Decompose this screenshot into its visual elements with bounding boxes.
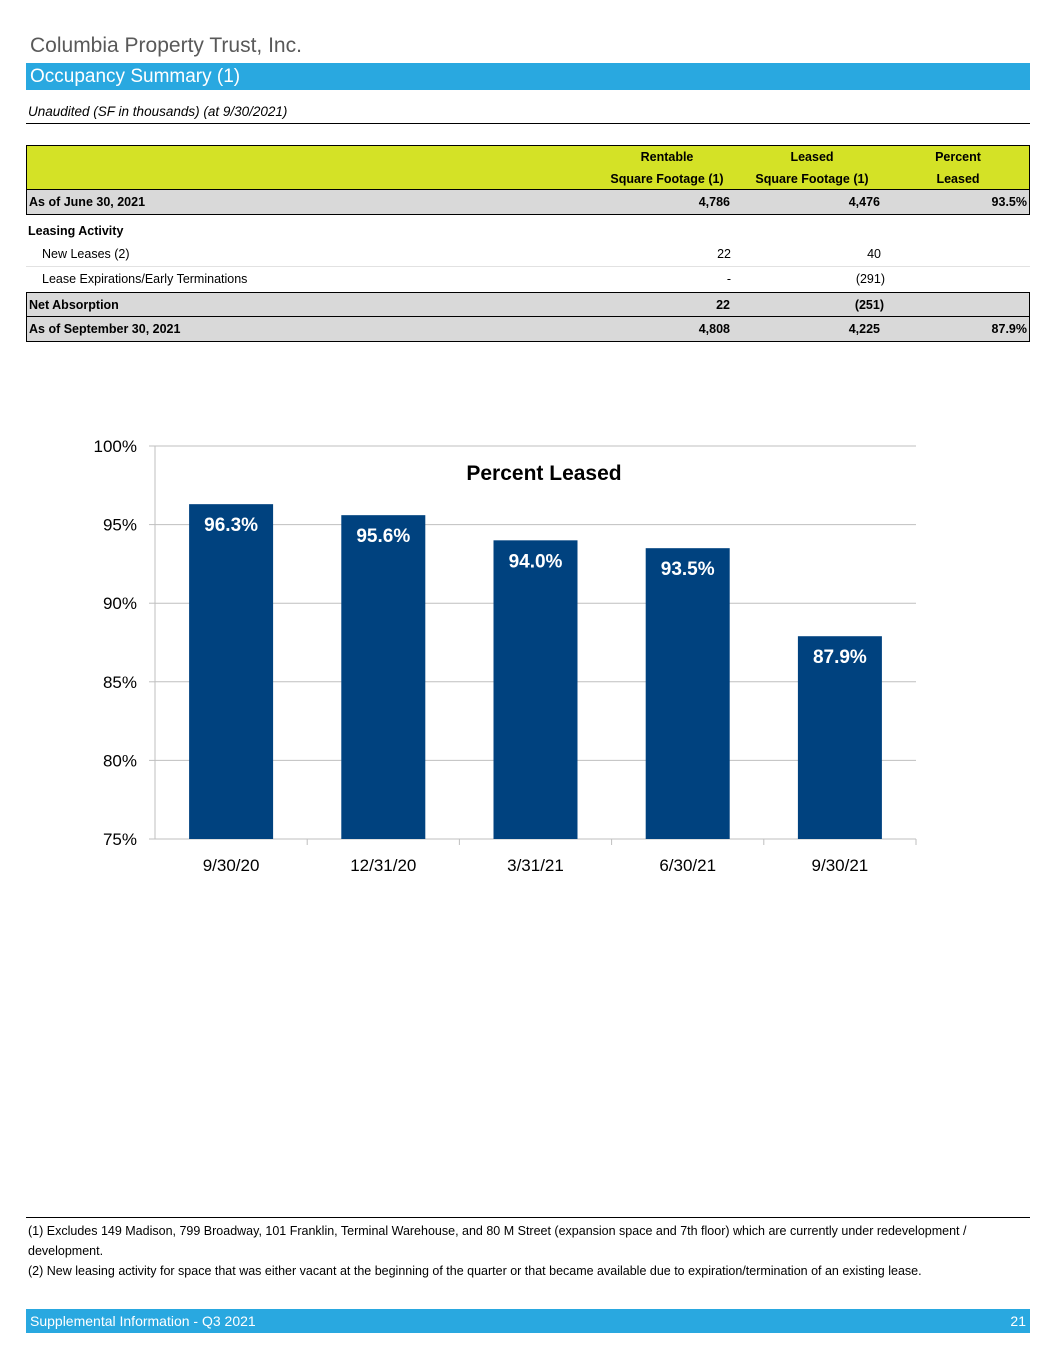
footnotes: (1) Excludes 149 Madison, 799 Broadway, … xyxy=(26,1217,1030,1281)
x-tick-label: 6/30/21 xyxy=(659,856,716,875)
header-leased: Leased Square Footage (1) xyxy=(755,150,869,186)
x-tick-label: 3/31/21 xyxy=(507,856,564,875)
table-row: As of September 30, 2021 4,808 4,225 87.… xyxy=(26,317,1030,342)
bar xyxy=(341,515,426,839)
bar xyxy=(645,548,730,839)
y-tick-label: 95% xyxy=(103,516,137,535)
y-tick-label: 90% xyxy=(103,594,137,613)
bar-data-label: 94.0% xyxy=(509,551,563,572)
table-row: Lease Expirations/Early Terminations - (… xyxy=(42,272,885,286)
y-tick-label: 85% xyxy=(103,673,137,692)
table-row: Leasing Activity xyxy=(28,224,124,238)
bar xyxy=(189,504,274,839)
bar xyxy=(797,636,882,839)
chart-bars: 96.3% 95.6% 94.0% 93.5% 87.9% xyxy=(189,504,882,839)
x-tick-labels: 9/30/20 12/31/20 3/31/21 6/30/21 9/30/21 xyxy=(203,856,869,875)
bar-data-label: 87.9% xyxy=(813,647,867,668)
chart-title: Percent Leased xyxy=(466,462,621,485)
bar-data-label: 95.6% xyxy=(356,526,410,547)
subtitle: Unaudited (SF in thousands) (at 9/30/202… xyxy=(26,104,1030,124)
table-row: As of June 30, 2021 4,786 4,476 93.5% xyxy=(26,190,1030,215)
header-rentable: Rentable Square Footage (1) xyxy=(610,150,724,186)
y-tick-label: 100% xyxy=(94,437,137,456)
header-percent: Percent Leased xyxy=(935,150,981,186)
table-header: Rentable Square Footage (1) Leased Squar… xyxy=(26,145,1030,190)
bar-data-label: 96.3% xyxy=(204,515,258,536)
section-title: Occupancy Summary (1) xyxy=(26,63,1030,90)
footer: Supplemental Information - Q3 2021 21 xyxy=(26,1309,1030,1333)
bar xyxy=(493,540,578,839)
footnote-1: (1) Excludes 149 Madison, 799 Broadway, … xyxy=(28,1224,967,1258)
page-number: 21 xyxy=(1010,1313,1026,1329)
occupancy-table: Rentable Square Footage (1) Leased Squar… xyxy=(26,145,1030,342)
y-tick-label: 75% xyxy=(103,830,137,849)
x-tick-label: 9/30/20 xyxy=(203,856,260,875)
footer-label: Supplemental Information - Q3 2021 xyxy=(30,1313,256,1329)
table-row: Net Absorption 22 (251) xyxy=(26,292,1030,317)
footnote-2: (2) New leasing activity for space that … xyxy=(28,1264,922,1278)
x-tick-label: 9/30/21 xyxy=(812,856,869,875)
y-tick-labels: 75% 80% 85% 90% 95% 100% xyxy=(94,437,137,849)
x-tick-label: 12/31/20 xyxy=(350,856,416,875)
company-name: Columbia Property Trust, Inc. xyxy=(30,34,302,57)
table-row: New Leases (2) 22 40 xyxy=(26,242,1030,267)
percent-leased-chart: 75% 80% 85% 90% 95% 100% 96.3% 95.6% 94.0% 93.5%… xyxy=(94,437,917,875)
bar-data-label: 93.5% xyxy=(661,559,715,580)
y-tick-label: 80% xyxy=(103,751,137,770)
